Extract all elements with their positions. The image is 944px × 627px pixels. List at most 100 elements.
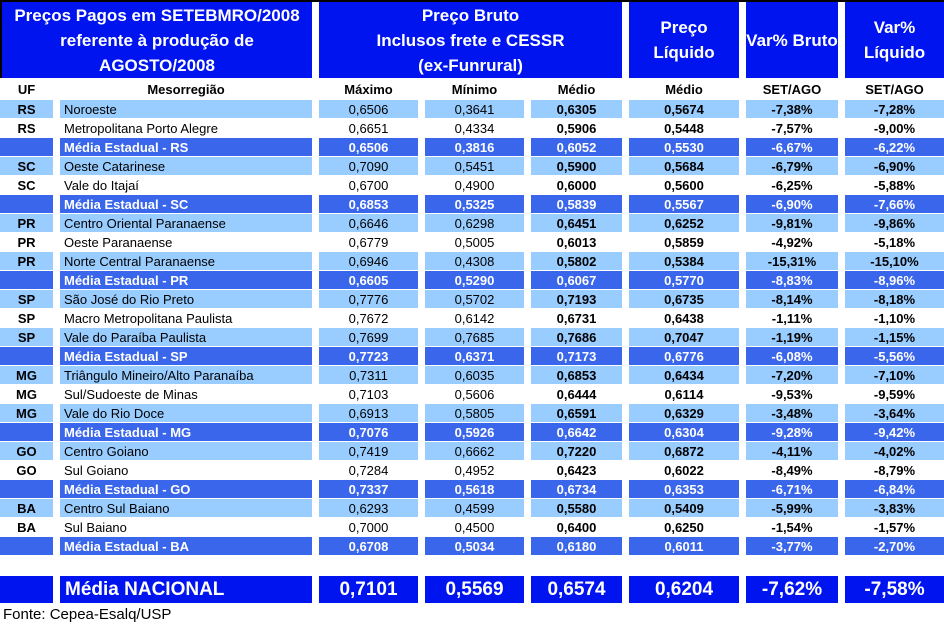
cell-medio-bruto: 0,6591: [531, 404, 622, 422]
national-var-bruto: -7,62%: [746, 576, 838, 603]
data-row: MG Vale do Rio Doce 0,6913 0,5805 0,6591 0,63…: [0, 404, 944, 422]
cell-medio-liquido: 0,6114: [629, 385, 739, 403]
cell-uf: [0, 347, 53, 365]
cell-var-bruto: -5,99%: [746, 499, 838, 517]
cell-min: 0,5451: [425, 157, 524, 175]
data-row: RS Noroeste 0,6506 0,3641 0,6305 0,5674 -7,38%…: [0, 100, 944, 118]
data-row: RS Metropolitana Porto Alegre 0,6651 0,4334…: [0, 119, 944, 137]
cell-name: Média Estadual - RS: [60, 138, 312, 156]
cell-name: Centro Oriental Paranaense: [60, 214, 312, 232]
cell-var-liquido: -5,88%: [845, 176, 944, 194]
national-label: Média NACIONAL: [60, 576, 312, 603]
col-header-set-ago-bruto: SET/AGO: [762, 81, 822, 97]
cell-medio-bruto: 0,7193: [531, 290, 622, 308]
cell-uf: GO: [0, 442, 53, 460]
national-medio-bruto: 0,6574: [531, 576, 622, 603]
cell-var-liquido: -8,96%: [845, 271, 944, 289]
cell-var-bruto: -6,79%: [746, 157, 838, 175]
cell-medio-bruto: 0,6451: [531, 214, 622, 232]
cell-var-liquido: -6,84%: [845, 480, 944, 498]
state-average-row: Média Estadual - PR 0,6605 0,5290 0,6067 0,5…: [0, 271, 944, 289]
title-line-2: referente à produção de: [60, 30, 254, 50]
cell-name: Oeste Paranaense: [60, 233, 312, 251]
cell-var-liquido: -7,66%: [845, 195, 944, 213]
cell-medio-bruto: 0,7686: [531, 328, 622, 346]
cell-name: Vale do Itajaí: [60, 176, 312, 194]
cell-name: Oeste Catarinese: [60, 157, 312, 175]
cell-var-liquido: -6,22%: [845, 138, 944, 156]
data-row: BA Centro Sul Baiano 0,6293 0,4599 0,5580 0,5…: [0, 499, 944, 517]
cell-medio-liquido: 0,5567: [629, 195, 739, 213]
cell-name: Média Estadual - SP: [60, 347, 312, 365]
col-header-maximo: Máximo: [344, 81, 393, 97]
cell-max: 0,7672: [319, 309, 418, 327]
cell-uf: [0, 271, 53, 289]
cell-max: 0,6651: [319, 119, 418, 137]
cell-min: 0,4334: [425, 119, 524, 137]
cell-uf: BA: [0, 518, 53, 536]
cell-var-liquido: -6,90%: [845, 157, 944, 175]
state-average-row: Média Estadual - MG 0,7076 0,5926 0,6642 0,6…: [0, 423, 944, 441]
cell-medio-bruto: 0,6423: [531, 461, 622, 479]
cell-max: 0,7776: [319, 290, 418, 308]
cell-var-bruto: -6,25%: [746, 176, 838, 194]
data-row: PR Norte Central Paranaense 0,6946 0,4308 0,…: [0, 252, 944, 270]
cell-min: 0,7685: [425, 328, 524, 346]
cell-var-bruto: -6,08%: [746, 347, 838, 365]
cell-name: Triângulo Mineiro/Alto Paranaíba: [60, 366, 312, 384]
cell-name: Média Estadual - GO: [60, 480, 312, 498]
cell-uf: BA: [0, 499, 53, 517]
data-row: SP São José do Rio Preto 0,7776 0,5702 0,719…: [0, 290, 944, 308]
table-body: RS Noroeste 0,6506 0,3641 0,6305 0,5674 -7,38%…: [0, 100, 944, 555]
state-average-row: Média Estadual - SC 0,6853 0,5325 0,5839 0,5…: [0, 195, 944, 213]
cell-max: 0,6506: [319, 138, 418, 156]
state-average-row: Média Estadual - SP 0,7723 0,6371 0,7173 0,6…: [0, 347, 944, 365]
column-headers: UF Mesorregião Máximo Mínimo Médio Médio…: [0, 78, 944, 100]
cell-uf: SP: [0, 309, 53, 327]
cell-min: 0,5926: [425, 423, 524, 441]
cell-min: 0,6298: [425, 214, 524, 232]
cell-max: 0,7103: [319, 385, 418, 403]
cell-var-bruto: -3,77%: [746, 537, 838, 555]
national-average-row: Média NACIONAL 0,7101 0,5569 0,6574 0,62…: [0, 576, 944, 603]
state-average-row: Média Estadual - RS 0,6506 0,3816 0,6052 0,5…: [0, 138, 944, 156]
preco-bruto-line-2: Inclusos frete e CESSR: [376, 30, 565, 50]
cell-min: 0,5325: [425, 195, 524, 213]
cell-medio-bruto: 0,5802: [531, 252, 622, 270]
cell-uf: MG: [0, 404, 53, 422]
cell-medio-bruto: 0,6400: [531, 518, 622, 536]
cell-max: 0,6779: [319, 233, 418, 251]
cell-medio-liquido: 0,5384: [629, 252, 739, 270]
cell-max: 0,6646: [319, 214, 418, 232]
cell-medio-liquido: 0,6022: [629, 461, 739, 479]
cell-medio-bruto: 0,6444: [531, 385, 622, 403]
source-note: Fonte: Cepea-Esalq/USP: [3, 606, 172, 623]
cell-var-bruto: -6,67%: [746, 138, 838, 156]
cell-min: 0,4900: [425, 176, 524, 194]
cell-max: 0,6946: [319, 252, 418, 270]
cell-medio-bruto: 0,6731: [531, 309, 622, 327]
cell-medio-liquido: 0,6329: [629, 404, 739, 422]
cell-name: Macro Metropolitana Paulista: [60, 309, 312, 327]
cell-min: 0,5606: [425, 385, 524, 403]
group-header-var-bruto: Var% Bruto: [746, 2, 838, 78]
cell-max: 0,6605: [319, 271, 418, 289]
cell-medio-bruto: 0,6180: [531, 537, 622, 555]
cell-medio-liquido: 0,6434: [629, 366, 739, 384]
cell-var-bruto: -7,38%: [746, 100, 838, 118]
cell-name: Metropolitana Porto Alegre: [60, 119, 312, 137]
group-header-var-liquido: Var% Líquido: [845, 2, 944, 78]
cell-medio-liquido: 0,6776: [629, 347, 739, 365]
cell-min: 0,5290: [425, 271, 524, 289]
cell-medio-liquido: 0,6011: [629, 537, 739, 555]
cell-uf: [0, 480, 53, 498]
data-row: GO Centro Goiano 0,7419 0,6662 0,7220 0,6872-…: [0, 442, 944, 460]
cell-var-liquido: -7,28%: [845, 100, 944, 118]
col-header-mesorregiao: Mesorregião: [147, 81, 225, 97]
cell-uf: MG: [0, 366, 53, 384]
cell-max: 0,6700: [319, 176, 418, 194]
cell-var-liquido: -7,10%: [845, 366, 944, 384]
cell-uf: MG: [0, 385, 53, 403]
cell-var-bruto: -6,90%: [746, 195, 838, 213]
cell-var-liquido: -8,18%: [845, 290, 944, 308]
